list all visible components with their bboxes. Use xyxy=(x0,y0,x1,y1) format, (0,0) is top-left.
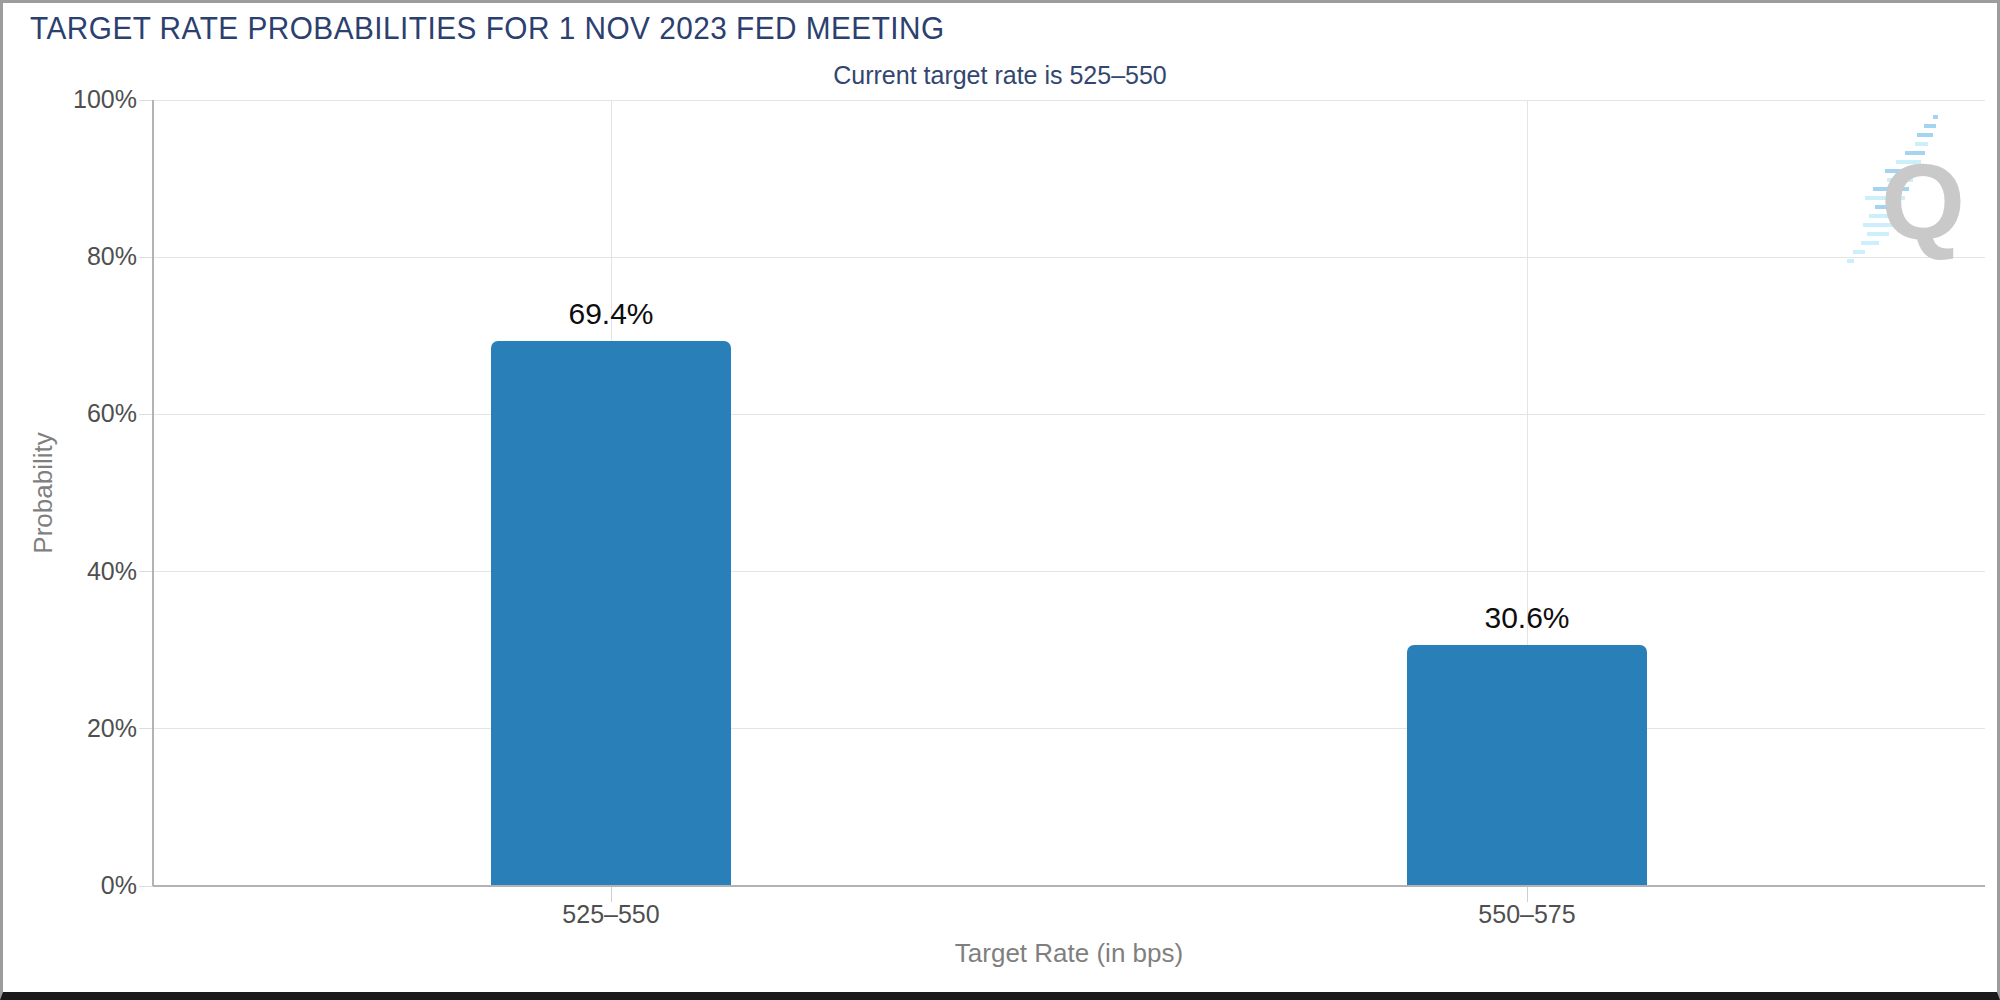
x-axis-title: Target Rate (in bps) xyxy=(153,938,1985,969)
y-gridline xyxy=(153,414,1985,415)
y-tick-label: 40% xyxy=(25,557,137,586)
q-logo-watermark-icon: Q xyxy=(1841,107,1966,267)
y-gridline xyxy=(153,728,1985,729)
chart-subtitle: Current target rate is 525–550 xyxy=(3,61,1997,90)
bar[interactable] xyxy=(491,341,731,886)
x-tick-label: 550–575 xyxy=(1377,900,1677,929)
y-tick xyxy=(139,728,153,729)
y-tick xyxy=(139,571,153,572)
y-axis-title: Probability xyxy=(28,432,59,553)
bar-value-label: 69.4% xyxy=(461,297,761,331)
y-tick xyxy=(139,100,153,101)
y-tick xyxy=(139,257,153,258)
y-tick-label: 20% xyxy=(25,714,137,743)
y-gridline xyxy=(153,257,1985,258)
q-logo-letter: Q xyxy=(1881,141,1965,262)
y-tick-label: 100% xyxy=(25,85,137,114)
chart-window: TARGET RATE PROBABILITIES FOR 1 NOV 2023… xyxy=(0,0,2000,1000)
x-tick-label: 525–550 xyxy=(461,900,761,929)
bar-value-label: 30.6% xyxy=(1377,601,1677,635)
plot-area: 0%20%40%60%80%100%69.4%525–55030.6%550–5… xyxy=(153,100,1985,886)
y-tick xyxy=(139,886,153,887)
bar[interactable] xyxy=(1407,645,1647,886)
chart-title: TARGET RATE PROBABILITIES FOR 1 NOV 2023… xyxy=(30,11,945,47)
y-tick-label: 60% xyxy=(25,399,137,428)
x-axis-line xyxy=(153,885,1985,887)
y-gridline xyxy=(153,100,1985,101)
y-axis-line xyxy=(152,100,154,886)
y-tick-label: 80% xyxy=(25,242,137,271)
y-tick-label: 0% xyxy=(25,871,137,900)
y-gridline xyxy=(153,571,1985,572)
y-tick xyxy=(139,414,153,415)
